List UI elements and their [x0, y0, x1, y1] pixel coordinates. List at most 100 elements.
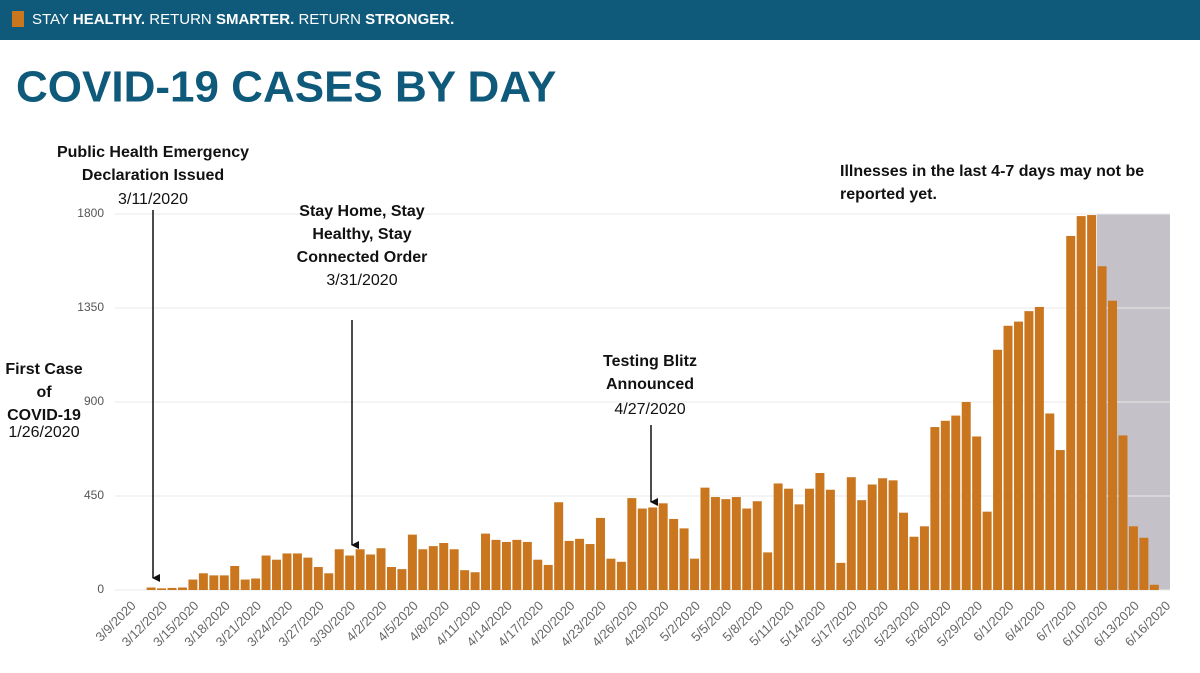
- bar: [627, 498, 637, 590]
- header-part: RETURN: [145, 11, 216, 28]
- header-part: STAY: [32, 11, 73, 28]
- bar: [616, 561, 626, 590]
- bar: [794, 504, 804, 590]
- state-icon: [12, 11, 24, 27]
- bar: [292, 553, 302, 590]
- bar: [1003, 325, 1013, 590]
- bar: [261, 555, 271, 590]
- bar: [825, 489, 835, 590]
- annotation-text: Declaration Issued: [82, 167, 224, 184]
- y-tick-label: 900: [84, 394, 104, 408]
- header-part: RETURN: [294, 11, 365, 28]
- bar: [878, 478, 888, 590]
- bar: [272, 559, 282, 590]
- bar: [836, 562, 846, 590]
- bar: [177, 587, 187, 590]
- bar: [909, 536, 919, 590]
- annotation-text: Stay Home, Stay: [299, 203, 424, 220]
- bar: [157, 588, 167, 590]
- bar: [564, 540, 574, 590]
- bar: [637, 508, 647, 590]
- bar: [460, 570, 470, 590]
- annotation-text: reported yet.: [840, 186, 937, 203]
- annotation-date: 1/26/2020: [8, 424, 79, 441]
- bar: [167, 587, 177, 590]
- bar: [1097, 266, 1107, 590]
- bar: [700, 487, 710, 590]
- bar: [334, 549, 344, 590]
- bar: [710, 497, 720, 590]
- annotation-text: Testing Blitz: [603, 353, 697, 370]
- bar: [815, 473, 825, 590]
- bar: [721, 499, 731, 590]
- annotation-text: Healthy, Stay: [312, 226, 411, 243]
- bar: [470, 572, 480, 590]
- header-part: HEALTHY.: [73, 11, 145, 28]
- bar: [1108, 300, 1118, 590]
- bar: [397, 569, 407, 590]
- bar: [961, 402, 971, 590]
- bar: [1066, 235, 1076, 590]
- header-part: SMARTER.: [216, 11, 294, 28]
- bar: [428, 546, 438, 590]
- bar: [198, 573, 208, 590]
- annotation-text: First Case: [5, 361, 82, 378]
- bar: [1087, 215, 1097, 591]
- bar: [230, 565, 240, 590]
- bar: [1045, 413, 1055, 590]
- bar: [251, 578, 261, 590]
- bar: [501, 541, 511, 590]
- annotation-text: Public Health Emergency: [57, 144, 249, 161]
- bar: [679, 528, 689, 590]
- bar: [209, 575, 219, 590]
- bar: [763, 552, 773, 590]
- y-tick-label: 1800: [77, 206, 104, 220]
- bar: [595, 517, 605, 590]
- bar: [575, 538, 585, 590]
- bar: [867, 484, 877, 590]
- bar: [533, 559, 543, 590]
- bar: [804, 488, 814, 590]
- bar: [658, 503, 668, 590]
- header-text: STAY HEALTHY. RETURN SMARTER. RETURN STR…: [32, 11, 454, 28]
- header-bar: [0, 0, 1200, 40]
- bar: [1139, 537, 1149, 590]
- bar: [951, 415, 961, 590]
- bar: [899, 512, 909, 590]
- bar: [752, 501, 762, 590]
- annotation-text: Illnesses in the last 4-7 days may not b…: [840, 163, 1144, 180]
- bar: [972, 436, 982, 590]
- bar: [606, 558, 616, 590]
- bar: [418, 549, 428, 590]
- bar: [930, 427, 940, 590]
- bar: [219, 575, 229, 590]
- bar: [1013, 321, 1023, 590]
- bar: [742, 508, 752, 590]
- chart-title: COVID-19 CASES BY DAY: [16, 63, 556, 112]
- annotation-text: Connected Order: [297, 249, 428, 266]
- bar: [303, 557, 313, 590]
- bar: [512, 539, 522, 590]
- bar: [324, 573, 334, 590]
- y-tick-label: 450: [84, 488, 104, 502]
- bar: [731, 497, 741, 590]
- bar: [543, 564, 553, 590]
- bar: [669, 518, 679, 590]
- bar: [1034, 306, 1044, 590]
- annotation-date: 3/11/2020: [118, 191, 188, 208]
- bar: [888, 480, 898, 590]
- bar: [439, 543, 449, 590]
- bar: [376, 548, 386, 590]
- bar: [355, 549, 365, 590]
- annotation-text: COVID-19: [7, 407, 81, 424]
- bar: [481, 533, 491, 590]
- bar: [940, 420, 950, 590]
- bar: [1055, 450, 1065, 590]
- bar: [522, 541, 532, 590]
- bar: [449, 549, 459, 590]
- bar: [146, 587, 156, 590]
- bar: [1128, 526, 1138, 590]
- bar: [993, 349, 1003, 590]
- bar: [857, 500, 867, 590]
- annotation-date: 3/31/2020: [326, 272, 397, 289]
